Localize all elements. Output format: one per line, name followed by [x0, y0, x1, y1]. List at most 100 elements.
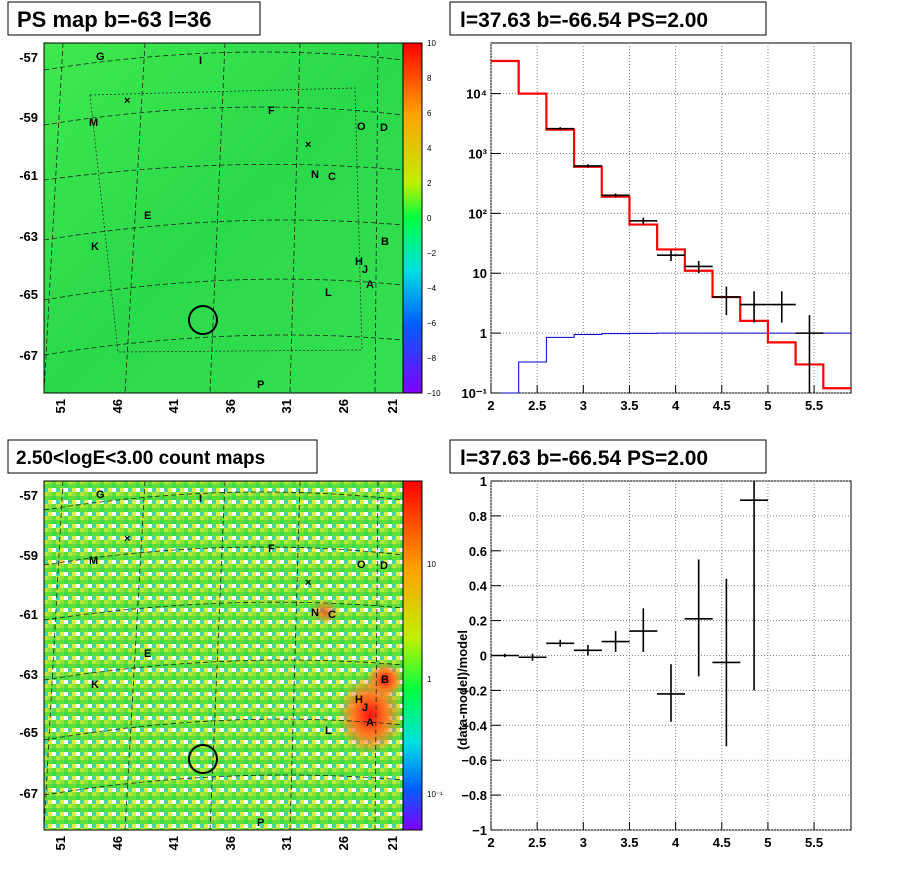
residual-x-tick-5.5: 5.5 [805, 835, 823, 850]
source-label-c: C [328, 609, 336, 621]
count-map-colorbar-ticks: 10 1 10⁻¹ [427, 560, 443, 799]
ps-cb-tick-10: −10 [427, 389, 441, 398]
count-map-colorbar [402, 480, 423, 831]
ps-cb-tick-6: −2 [427, 249, 437, 258]
residual-y-tick-9: 0.8 [469, 509, 487, 524]
ps-map-y-ticks: -57 -59 -61 -63 -65 -67 [19, 50, 38, 363]
residual-x-tick-3: 3 [580, 835, 587, 850]
spectrum-y-tick-1: 1 [480, 326, 487, 341]
x-tick-26: 26 [336, 399, 351, 413]
residual-y-axis-label: (data-model)/model [455, 630, 470, 750]
x-tick-51: 51 [53, 836, 68, 850]
count-cb-tick-1: 1 [427, 675, 432, 684]
source-label-a: A [366, 279, 374, 291]
source-label-p: P [257, 379, 264, 391]
y-tick--57: -57 [19, 488, 38, 503]
residual-x-ticks: 2 2.5 3 3.5 4 4.5 5 5.5 [487, 822, 823, 850]
residual-y-tick-6: 0.2 [469, 614, 487, 629]
ps-cb-tick-1: 8 [427, 74, 432, 83]
ps-cb-tick-0: 10 [427, 39, 436, 48]
source-label-m: M [89, 117, 98, 129]
spectrum-y-tick-4: 10³ [468, 146, 487, 161]
ps-map-title: PS map b=-63 l=36 [17, 7, 211, 32]
x-tick-51: 51 [53, 399, 68, 413]
x-tick-46: 46 [110, 836, 125, 850]
residual-y-tick-4: −0.2 [461, 683, 487, 698]
residual-x-tick-4.5: 4.5 [713, 835, 731, 850]
count-map-source-labels: G I M F O D N C E K B HJA L P [89, 489, 389, 829]
y-tick--65: -65 [19, 725, 38, 740]
source-label-b: B [381, 236, 389, 248]
ps-map-grid [43, 42, 404, 394]
count-map-cross-1: × [124, 533, 130, 545]
residual-y-tick-3: −0.4 [461, 718, 487, 733]
spectrum-y-tick-3: 10² [468, 206, 487, 221]
spectrum-y-tick-2: 10 [473, 266, 487, 281]
spectrum-frame [490, 42, 852, 394]
source-label-o: O [357, 559, 366, 571]
y-tick--61: -61 [19, 168, 38, 183]
count-map-x-ticks: 51 46 41 36 31 26 21 [53, 836, 400, 850]
y-tick--63: -63 [19, 667, 38, 682]
ps-cb-tick-5: 0 [427, 214, 432, 223]
residual-y-ticks: −1 −0.8 −0.6 −0.4 −0.2 0 0.2 0.4 0.6 0.8 1 [461, 474, 501, 838]
source-label-n: N [311, 607, 319, 619]
spectrum-y-ticks: 10⁻¹ 1 10 10² 10³ 10⁴ [461, 87, 501, 401]
spectrum-x-ticks: 2 2.5 3 3.5 4 4.5 5 5.5 [487, 385, 823, 413]
y-tick--59: -59 [19, 548, 38, 563]
count-map-y-ticks: -57 -59 -61 -63 -65 -67 [19, 488, 38, 801]
spectrum-blue-line [491, 332, 851, 394]
ps-cb-tick-3: 4 [427, 144, 432, 153]
x-tick-21: 21 [385, 399, 400, 413]
ps-cb-tick-8: −6 [427, 319, 437, 328]
count-map-grid [43, 480, 404, 831]
source-label-g: G [96, 489, 105, 501]
source-label-p: P [257, 817, 264, 829]
ps-map-colorbar-ticks: 10 8 6 4 2 0 −2 −4 −6 −8 −10 [427, 39, 441, 398]
spectrum-x-tick-4.5: 4.5 [713, 398, 731, 413]
residual-panel: 2 2.5 3 3.5 4 4.5 5 5.5 −1 −0.8 −0.6 −0.4 −0.2 0 0.2 0… [455, 474, 852, 850]
y-tick--61: -61 [19, 607, 38, 622]
spectrum-x-tick-2.5: 2.5 [528, 398, 546, 413]
y-tick--57: -57 [19, 50, 38, 65]
x-tick-31: 31 [279, 836, 294, 850]
y-tick--63: -63 [19, 229, 38, 244]
ps-cb-tick-9: −8 [427, 354, 437, 363]
spectrum-x-tick-3.5: 3.5 [620, 398, 638, 413]
source-label-a: A [366, 717, 374, 729]
count-cb-tick-0.1: 10⁻¹ [427, 790, 443, 799]
spectrum-x-tick-5: 5 [764, 398, 771, 413]
x-tick-31: 31 [279, 399, 294, 413]
ps-cb-tick-2: 6 [427, 109, 432, 118]
source-label-b: B [381, 674, 389, 686]
source-label-e: E [144, 648, 151, 660]
spectrum-y-tick-5: 10⁴ [466, 87, 487, 102]
y-tick--65: -65 [19, 287, 38, 302]
count-map-hotspot-c [311, 600, 339, 624]
residual-y-tick-7: 0.4 [469, 579, 488, 594]
residual-x-tick-2.5: 2.5 [528, 835, 546, 850]
ps-map-cross-1: × [124, 95, 130, 107]
residual-y-tick-2: −0.6 [461, 753, 487, 768]
source-label-n: N [311, 169, 319, 181]
ps-cb-tick-7: −4 [427, 284, 437, 293]
residual-title-box: l=37.63 b=-66.54 PS=2.00 [449, 439, 767, 474]
source-label-g: G [96, 51, 105, 63]
x-tick-36: 36 [223, 399, 238, 413]
x-tick-21: 21 [385, 836, 400, 850]
source-label-j: J [362, 264, 368, 276]
residual-y-tick-0: −1 [472, 823, 487, 838]
spectrum-title: l=37.63 b=-66.54 PS=2.00 [460, 9, 708, 32]
source-label-k: K [91, 241, 99, 253]
count-map-cross-2: × [305, 577, 311, 589]
residual-x-tick-2: 2 [487, 835, 494, 850]
source-label-m: M [89, 555, 98, 567]
ps-map-x-ticks: 51 46 41 36 31 26 21 [53, 399, 400, 413]
source-label-i: I [199, 493, 202, 505]
spectrum-blue-step [491, 332, 851, 394]
ps-map-cross-2: × [305, 139, 311, 151]
y-tick--59: -59 [19, 110, 38, 125]
spectrum-y-tick-0: 10⁻¹ [461, 386, 487, 401]
ps-map-image [43, 42, 404, 394]
